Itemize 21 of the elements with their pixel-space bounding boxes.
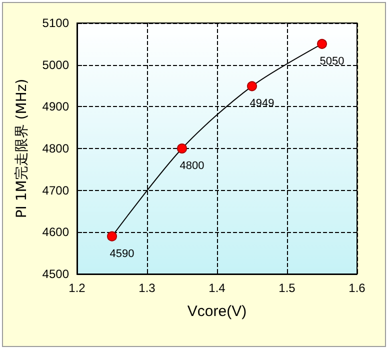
point (107, 231, 117, 242)
data-label: 5050 (320, 55, 344, 68)
y-tick-label: 5100 (42, 16, 70, 30)
point (247, 81, 257, 92)
point (317, 38, 327, 49)
y-tick-label: 4700 (42, 183, 70, 198)
data-label: 4590 (110, 248, 134, 260)
x-tick-label: 1.3 (138, 281, 156, 295)
x-tick-label: 1.5 (278, 281, 296, 295)
x-tick-label: 1.4 (208, 281, 226, 295)
y-tick-label: 4800 (42, 142, 70, 156)
point (177, 144, 187, 154)
data-label: 4800 (180, 160, 204, 172)
y-tick-label: 4600 (42, 225, 70, 240)
y-tick-label: 4500 (42, 267, 70, 281)
x-tick-label: 1.2 (68, 281, 86, 295)
y-tick-label: 4900 (42, 100, 70, 114)
x-tick-label: 1.6 (348, 281, 366, 295)
y-tick-label: 5000 (42, 58, 70, 72)
y-axis-title: PI 1M完走限界 (MHz) (14, 78, 30, 218)
x-axis-title: Vcore(V) (187, 303, 247, 320)
